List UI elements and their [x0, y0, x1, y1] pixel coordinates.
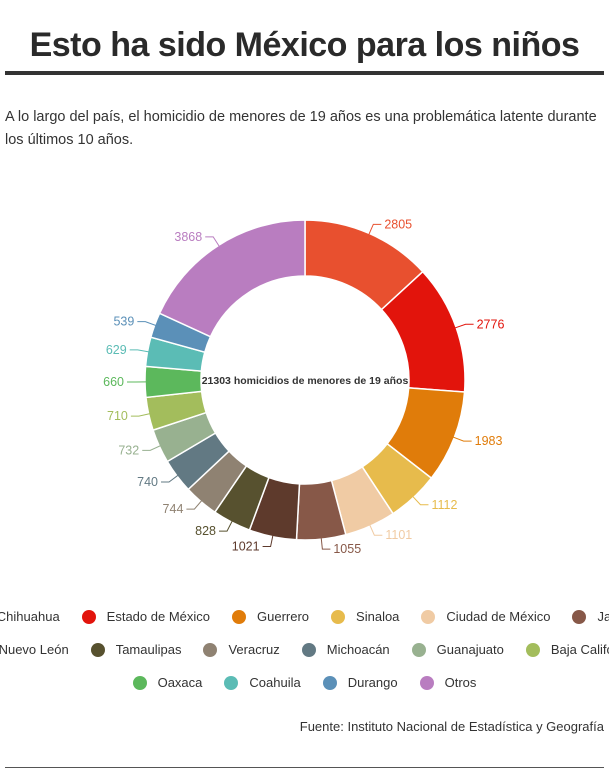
data-label-chihuahua: 2805: [384, 217, 412, 231]
leader-line-chihuahua: [368, 223, 382, 236]
leader-line-coahuila: [129, 349, 150, 353]
data-label-tamaulipas: 828: [195, 524, 216, 538]
legend-swatch: [421, 609, 436, 624]
legend-item-estado-de-mexico[interactable]: Estado de México: [81, 609, 211, 624]
legend-item-michoacan[interactable]: Michoacán: [301, 642, 390, 657]
legend-label: Oaxaca: [157, 675, 203, 690]
legend-swatch: [411, 642, 426, 657]
leader-line-baja-california: [130, 413, 151, 417]
leader-line-otros: [205, 236, 221, 248]
data-label-guerrero: 1983: [475, 434, 503, 448]
slice-otros: [158, 219, 306, 338]
leader-line-tamaulipas: [219, 520, 233, 532]
legend-swatch: [301, 642, 316, 657]
data-label-durango: 539: [113, 315, 134, 329]
legend-swatch: [322, 675, 337, 690]
legend-row: Chihuahua Estado de México Guerrero Sinaloa…: [0, 600, 609, 633]
legend-item-sinaloa[interactable]: Sinaloa: [331, 609, 399, 624]
legend-row: Oaxaca Coahuila Durango Otros: [0, 666, 609, 699]
legend-swatch: [90, 642, 105, 657]
legend-swatch: [203, 642, 218, 657]
legend-label: Baja California: [550, 642, 609, 657]
legend-item-guerrero[interactable]: Guerrero: [232, 609, 309, 624]
legend-item-jalisco[interactable]: Jalisco: [572, 609, 609, 624]
legend-item-oaxaca[interactable]: Oaxaca: [132, 675, 203, 690]
leader-line-guanajuato: [142, 444, 162, 451]
leader-line-veracruz: [186, 499, 203, 510]
legend-item-nuevo-leon[interactable]: Nuevo León: [0, 642, 69, 657]
data-label-oaxaca: 660: [103, 375, 124, 389]
data-label-ciudad-de-mexico: 1101: [385, 528, 412, 542]
page-subtitle: A lo largo del país, el homicidio de men…: [5, 109, 597, 148]
leader-line-guerrero: [452, 436, 472, 442]
bottom-divider: [5, 767, 604, 768]
leader-line-estado-de-mexico: [454, 323, 474, 329]
legend-label: Durango: [347, 675, 398, 690]
legend-item-ciudad-de-mexico[interactable]: Ciudad de México: [421, 609, 550, 624]
data-label-veracruz: 744: [163, 502, 184, 516]
leader-line-jalisco: [320, 537, 331, 550]
legend-label: Ciudad de México: [446, 609, 551, 624]
legend-label: Jalisco: [597, 609, 609, 624]
legend-row: Nuevo León Tamaulipas Veracruz Michoacán Gua…: [0, 633, 609, 666]
legend-swatch: [572, 609, 587, 624]
legend-label: Otros: [444, 675, 477, 690]
legend-item-baja-california[interactable]: Baja California: [525, 642, 609, 657]
legend-label: Veracruz: [228, 642, 280, 657]
legend-label: Estado de México: [106, 609, 211, 624]
center-label: 21303 homicidios de menores de 19 años: [202, 375, 409, 387]
legend-label: Nuevo León: [0, 642, 69, 657]
legend-item-otros[interactable]: Otros: [419, 675, 477, 690]
legend-swatch: [232, 609, 247, 624]
legend-label: Sinaloa: [356, 609, 400, 624]
legend-swatch: [331, 609, 346, 624]
legend-item-durango[interactable]: Durango: [322, 675, 398, 690]
legend-swatch: [81, 609, 96, 624]
legend-label: Coahuila: [249, 675, 301, 690]
legend-label: Michoacán: [326, 642, 390, 657]
data-label-jalisco: 1055: [333, 542, 361, 556]
leader-line-sinaloa: [411, 495, 429, 506]
legend-item-veracruz[interactable]: Veracruz: [203, 642, 280, 657]
data-label-nuevo-leon: 1021: [232, 539, 260, 553]
leader-line-ciudad-de-mexico: [369, 524, 383, 536]
legend-item-coahuila[interactable]: Coahuila: [224, 675, 301, 690]
donut-chart: 2805 2776 1983 1112 1101 1055 1021 828 744 740 732…: [103, 217, 505, 556]
data-label-coahuila: 629: [106, 343, 127, 357]
leader-line-nuevo-leon: [262, 534, 274, 547]
data-label-estado-de-mexico: 2776: [477, 317, 505, 331]
data-label-michoacan: 740: [137, 475, 158, 489]
legend-label: Tamaulipas: [115, 642, 182, 657]
legend-label: Guerrero: [257, 609, 310, 624]
legend-item-guanajuato[interactable]: Guanajuato: [411, 642, 504, 657]
legend-item-chihuahua[interactable]: Chihuahua: [0, 609, 60, 624]
data-label-guanajuato: 732: [118, 443, 139, 457]
chart-legend: Chihuahua Estado de México Guerrero Sinaloa…: [0, 600, 609, 699]
leader-line-durango: [137, 321, 157, 327]
leader-line-michoacan: [161, 474, 179, 483]
legend-swatch: [525, 642, 540, 657]
legend-label: Guanajuato: [436, 642, 504, 657]
legend-swatch: [132, 675, 147, 690]
data-label-baja-california: 710: [107, 409, 128, 423]
data-label-otros: 3868: [174, 230, 202, 244]
title-divider: [5, 71, 604, 75]
source-note: Fuente: Instituto Nacional de Estadístic…: [299, 719, 604, 734]
legend-swatch: [419, 675, 434, 690]
legend-item-tamaulipas[interactable]: Tamaulipas: [90, 642, 182, 657]
legend-swatch: [224, 675, 239, 690]
data-label-sinaloa: 1112: [431, 498, 457, 512]
legend-label: Chihuahua: [0, 609, 60, 624]
page-title: Esto ha sido México para los niños: [29, 26, 580, 64]
